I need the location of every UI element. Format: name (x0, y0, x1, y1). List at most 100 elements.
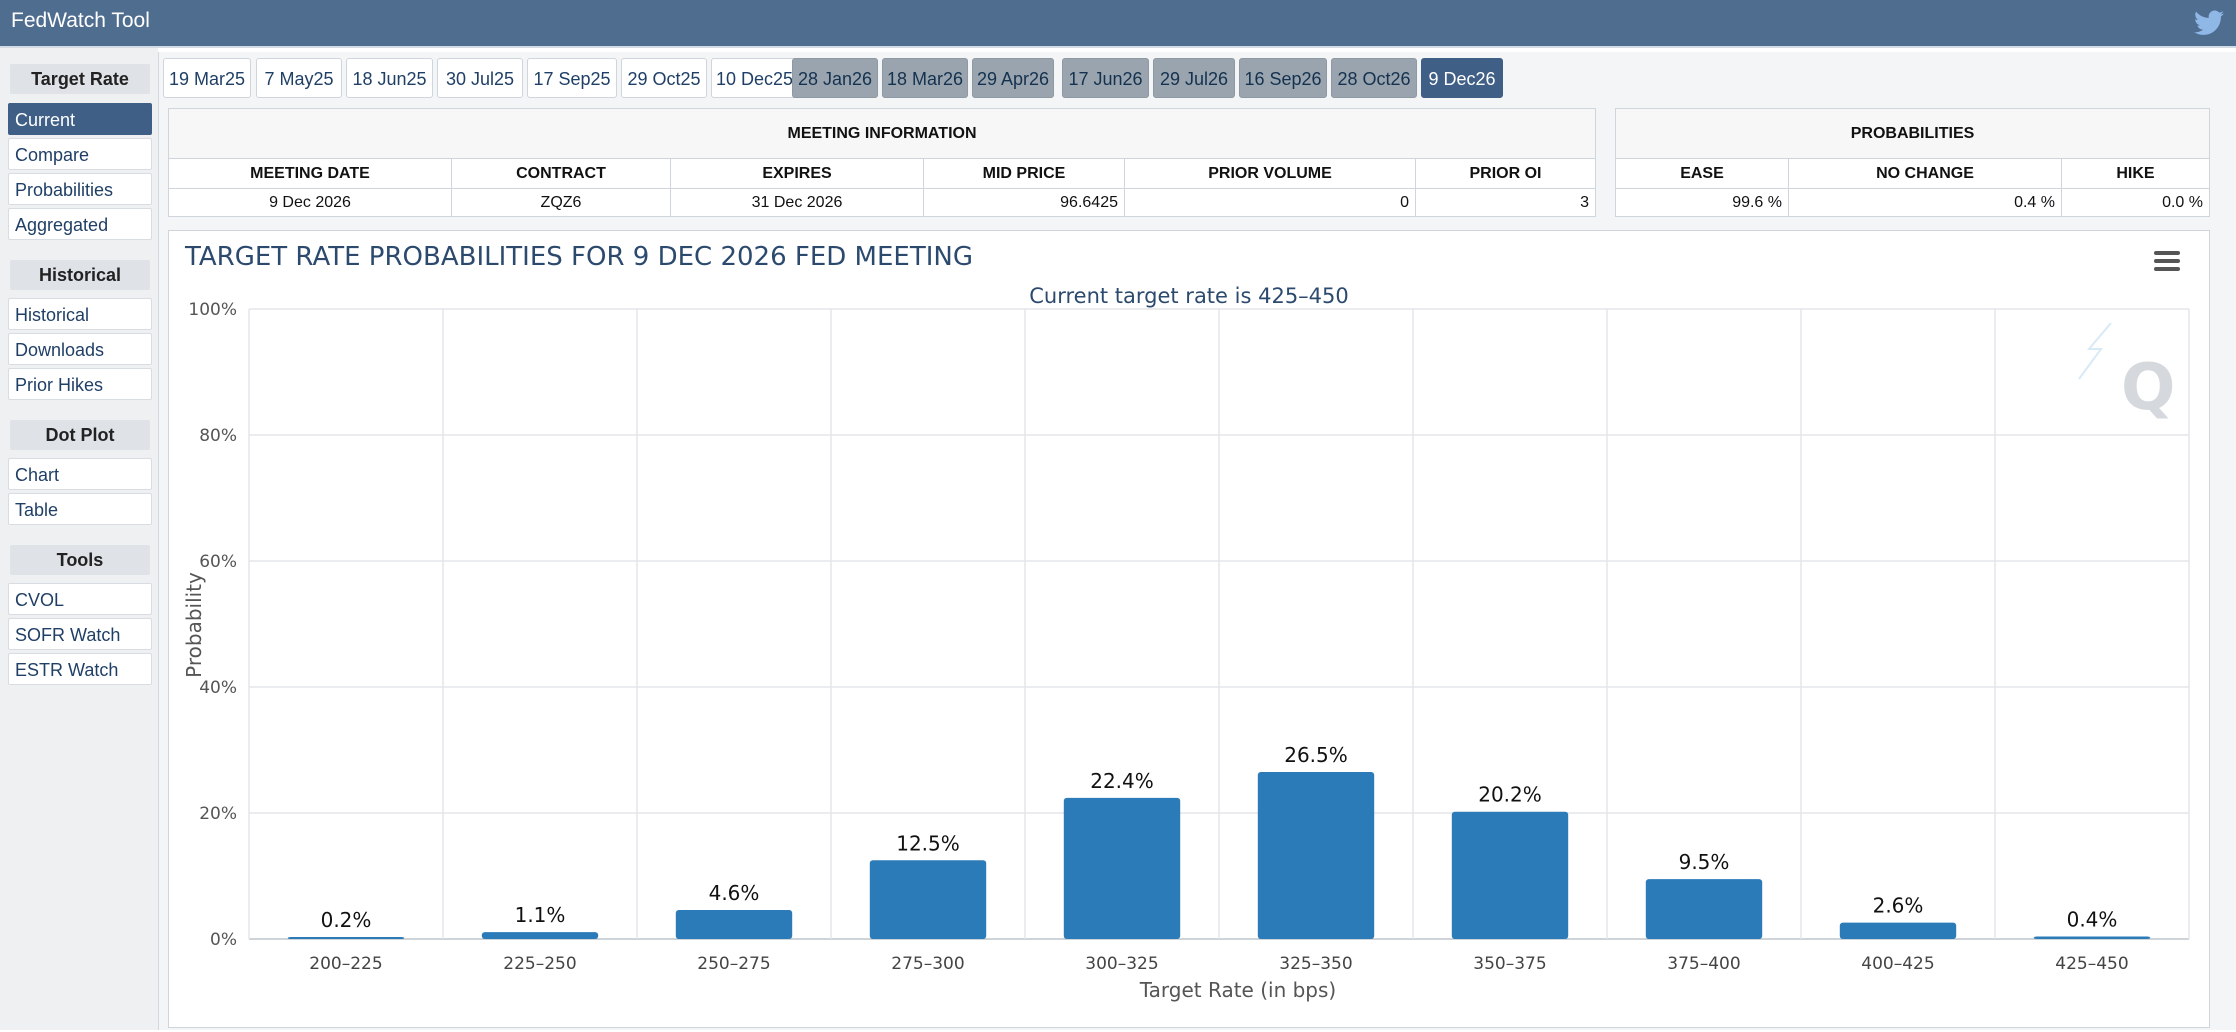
probabilities-table: PROBABILITIES EASE NO CHANGE HIKE 99.6 %… (1615, 108, 2210, 217)
ease-value: 99.6 % (1615, 188, 1789, 217)
tab-29-jul26[interactable]: 29 Jul26 (1153, 58, 1235, 98)
meeting-date-value: 9 Dec 2026 (168, 188, 452, 217)
probabilities-heading: PROBABILITIES (1615, 108, 2210, 159)
watermark-q-icon: Q (2078, 322, 2175, 425)
x-tick-label: 400–425 (1861, 954, 1934, 974)
y-axis-ticks: 0% 20% 40% 60% 80% 100% (188, 300, 237, 950)
data-label: 4.6% (709, 881, 760, 905)
x-axis-ticks: 200–225 225–250 250–275 275–300 300–325 325–3… (309, 954, 2128, 974)
sidebar: Target Rate Current Compare Probabilitie… (0, 48, 158, 1030)
col-prior-volume: PRIOR VOLUME (1124, 158, 1416, 189)
sidebar-item-compare[interactable]: Compare (8, 138, 152, 170)
bar-425–450[interactable] (2033, 936, 2151, 939)
sidebar-item-historical[interactable]: Historical (8, 298, 152, 330)
data-label: 9.5% (1679, 850, 1730, 874)
svg-text:Q: Q (2121, 351, 2175, 425)
sidebar-item-chart[interactable]: Chart (8, 458, 152, 490)
x-tick-label: 300–325 (1085, 954, 1158, 974)
sidebar-item-prior-hikes[interactable]: Prior Hikes (8, 368, 152, 400)
probability-chart: TARGET RATE PROBABILITIES FOR 9 DEC 2026… (182, 242, 2190, 1002)
bar-325–350[interactable] (1257, 772, 1375, 939)
meeting-info-table: MEETING INFORMATION MEETING DATE CONTRAC… (168, 108, 1596, 217)
hike-value: 0.0 % (2061, 188, 2210, 217)
bar-250–275[interactable] (675, 910, 793, 939)
tab-17-jun26[interactable]: 17 Jun26 (1062, 58, 1149, 98)
data-label: 0.2% (321, 908, 372, 932)
twitter-icon[interactable] (2194, 10, 2224, 36)
sidebar-item-estr-watch[interactable]: ESTR Watch (8, 653, 152, 685)
chart-bars: 0.2% 1.1% 4.6% 12.5% 22.4% 26.5% 20.2% 9.5% 2.6%… (287, 743, 2151, 939)
x-tick-label: 250–275 (697, 954, 770, 974)
col-expires: EXPIRES (670, 158, 924, 189)
chart-subtitle: Current target rate is 425–450 (1029, 284, 1349, 308)
col-no-change: NO CHANGE (1788, 158, 2062, 189)
tab-9-dec26[interactable]: 9 Dec26 (1421, 58, 1503, 98)
y-tick-label: 60% (199, 552, 237, 572)
col-contract: CONTRACT (451, 158, 671, 189)
chart-panel: TARGET RATE PROBABILITIES FOR 9 DEC 2026… (168, 230, 2210, 1028)
bar-225–250[interactable] (481, 932, 599, 939)
y-tick-label: 100% (188, 300, 237, 320)
sidebar-heading-tools: Tools (10, 545, 150, 575)
chart-grid (248, 308, 2190, 940)
sidebar-item-probabilities[interactable]: Probabilities (8, 173, 152, 205)
tab-29-apr26[interactable]: 29 Apr26 (972, 58, 1054, 98)
sidebar-item-downloads[interactable]: Downloads (8, 333, 152, 365)
y-tick-label: 80% (199, 426, 237, 446)
bar-200–225[interactable] (287, 937, 405, 939)
y-tick-label: 20% (199, 804, 237, 824)
y-tick-label: 40% (199, 678, 237, 698)
tab-7-may25[interactable]: 7 May25 (256, 58, 342, 98)
x-axis-label: Target Rate (in bps) (1139, 978, 1336, 1002)
col-hike: HIKE (2061, 158, 2210, 189)
col-meeting-date: MEETING DATE (168, 158, 452, 189)
contract-value: ZQZ6 (451, 188, 671, 217)
tab-28-oct26[interactable]: 28 Oct26 (1331, 58, 1417, 98)
data-label: 1.1% (515, 903, 566, 927)
y-axis-label: Probability (182, 572, 206, 678)
x-tick-label: 325–350 (1279, 954, 1352, 974)
sidebar-item-table[interactable]: Table (8, 493, 152, 525)
sidebar-item-sofr-watch[interactable]: SOFR Watch (8, 618, 152, 650)
no-change-value: 0.4 % (1788, 188, 2062, 217)
col-prior-oi: PRIOR OI (1415, 158, 1596, 189)
x-tick-label: 225–250 (503, 954, 576, 974)
bar-350–375[interactable] (1451, 811, 1569, 939)
tab-10-dec25[interactable]: 10 Dec25 (711, 58, 798, 98)
col-mid-price: MID PRICE (923, 158, 1125, 189)
data-label: 0.4% (2067, 907, 2118, 931)
tab-29-oct25[interactable]: 29 Oct25 (621, 58, 707, 98)
x-tick-label: 200–225 (309, 954, 382, 974)
data-label: 12.5% (896, 831, 960, 855)
sidebar-heading-historical: Historical (10, 260, 150, 290)
tab-18-mar26[interactable]: 18 Mar26 (882, 58, 968, 98)
sidebar-item-aggregated[interactable]: Aggregated (8, 208, 152, 240)
app-header: FedWatch Tool (0, 0, 2236, 48)
sidebar-item-current[interactable]: Current (8, 103, 152, 135)
sidebar-item-cvol[interactable]: CVOL (8, 583, 152, 615)
x-tick-label: 425–450 (2055, 954, 2128, 974)
bar-400–425[interactable] (1839, 922, 1957, 939)
tab-19-mar25[interactable]: 19 Mar25 (163, 58, 251, 98)
data-label: 2.6% (1873, 894, 1924, 918)
expires-value: 31 Dec 2026 (670, 188, 924, 217)
prior-oi-value: 3 (1415, 188, 1596, 217)
x-tick-label: 275–300 (891, 954, 964, 974)
bar-300–325[interactable] (1063, 797, 1181, 939)
sidebar-heading-target-rate: Target Rate (10, 64, 150, 94)
tab-16-sep26[interactable]: 16 Sep26 (1239, 58, 1327, 98)
data-label: 22.4% (1090, 769, 1154, 793)
tab-18-jun25[interactable]: 18 Jun25 (346, 58, 433, 98)
data-label: 26.5% (1284, 743, 1348, 767)
tab-28-jan26[interactable]: 28 Jan26 (792, 58, 878, 98)
prior-volume-value: 0 (1124, 188, 1416, 217)
chart-menu-icon[interactable] (2154, 251, 2180, 271)
tab-17-sep25[interactable]: 17 Sep25 (527, 58, 617, 98)
tab-30-jul25[interactable]: 30 Jul25 (437, 58, 523, 98)
col-ease: EASE (1615, 158, 1789, 189)
bar-275–300[interactable] (869, 860, 987, 939)
mid-price-value: 96.6425 (923, 188, 1125, 217)
x-tick-label: 350–375 (1473, 954, 1546, 974)
meeting-info-heading: MEETING INFORMATION (168, 108, 1596, 159)
bar-375–400[interactable] (1645, 879, 1763, 939)
